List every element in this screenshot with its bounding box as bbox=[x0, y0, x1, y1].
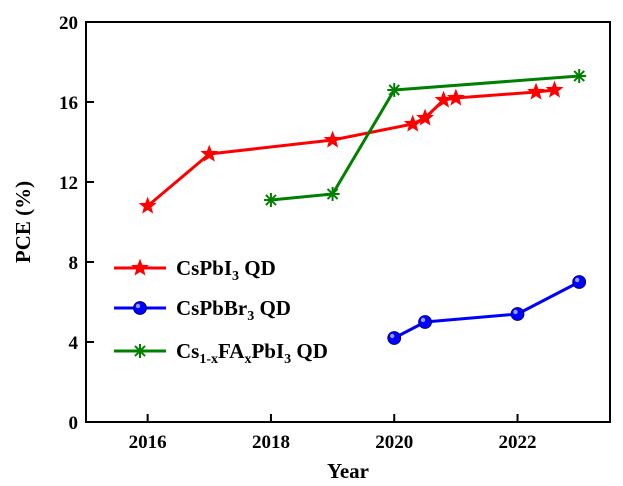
data-point-2-1 bbox=[325, 187, 340, 201]
y-tick-label: 16 bbox=[59, 93, 78, 114]
data-point-1-3-body bbox=[572, 275, 587, 289]
data-point-1-2-highlight bbox=[513, 309, 518, 315]
legend-label-part: FA bbox=[218, 339, 245, 363]
series-1 bbox=[387, 275, 587, 345]
series-layer bbox=[138, 69, 587, 345]
legend-marker-0 bbox=[131, 258, 149, 276]
data-point-1-1-highlight bbox=[420, 317, 426, 323]
legend-label-part: CsPbBr bbox=[176, 296, 247, 320]
series-2 bbox=[263, 69, 587, 207]
series-0 bbox=[138, 80, 564, 214]
data-point-1-0-highlight bbox=[390, 333, 395, 339]
y-axis-ticks: 0 4 8 12 16 20 bbox=[59, 13, 94, 434]
data-point-1-3 bbox=[572, 275, 587, 289]
legend-item-1: CsPbBr3 QD bbox=[114, 296, 291, 324]
legend-label-part: 3 bbox=[247, 309, 254, 324]
legend-label-part: CsPbI bbox=[176, 256, 232, 280]
data-point-0-8 bbox=[545, 80, 564, 98]
data-point-1-3-highlight bbox=[574, 277, 580, 283]
legend-item-0: CsPbI3 QD bbox=[114, 256, 276, 284]
data-point-0-3 bbox=[403, 114, 422, 132]
x-tick-label: 2018 bbox=[252, 432, 290, 453]
data-point-0-6 bbox=[446, 88, 465, 106]
series-line-1 bbox=[393, 280, 580, 340]
data-point-0-7 bbox=[527, 82, 545, 100]
y-axis-title: PCE (%) bbox=[11, 181, 35, 263]
data-point-0-0 bbox=[138, 196, 157, 214]
legend-label-part: 3 bbox=[232, 269, 239, 284]
legend-item-2: Cs1-xFAxPbI3 QD bbox=[114, 339, 328, 367]
data-point-2-2-stroke bbox=[388, 84, 400, 96]
x-tick-label: 2016 bbox=[129, 432, 167, 453]
data-point-2-3 bbox=[572, 69, 587, 83]
legend-label-part: 1-x bbox=[199, 352, 218, 367]
legend-label-2: Cs1-xFAxPbI3 QD bbox=[176, 339, 328, 367]
legend-label-1: CsPbBr3 QD bbox=[176, 296, 291, 324]
x-tick-label: 2020 bbox=[375, 432, 413, 453]
legend-label-part: QD bbox=[254, 296, 291, 320]
data-point-0-2 bbox=[323, 130, 342, 148]
legend-marker-1 bbox=[133, 301, 147, 315]
series-line-2 bbox=[270, 74, 580, 202]
y-tick-label: 12 bbox=[59, 173, 78, 194]
data-point-2-1-stroke bbox=[326, 188, 339, 200]
legend-label-part: Cs bbox=[176, 339, 199, 363]
data-point-0-4 bbox=[416, 108, 435, 126]
x-tick-label: 2022 bbox=[499, 432, 537, 453]
legend-marker-2 bbox=[133, 344, 147, 358]
data-point-1-2 bbox=[510, 307, 525, 321]
y-tick-label: 8 bbox=[69, 253, 79, 274]
data-point-2-3-stroke bbox=[573, 70, 585, 82]
y-tick-label: 4 bbox=[69, 333, 79, 354]
data-point-1-2-body bbox=[510, 307, 525, 321]
legend-label-part: 3 bbox=[284, 352, 291, 367]
data-point-1-1 bbox=[418, 315, 432, 329]
legend-label-part: QD bbox=[239, 256, 276, 280]
x-axis-ticks: 2016 2018 2020 2022 bbox=[129, 414, 537, 453]
data-point-1-0-body bbox=[387, 331, 402, 345]
data-point-1-1-body bbox=[418, 315, 432, 329]
y-tick-label: 20 bbox=[59, 13, 78, 34]
data-point-0-1 bbox=[200, 144, 219, 162]
y-tick-label: 0 bbox=[69, 413, 79, 434]
legend-marker-2-stroke bbox=[134, 345, 146, 357]
x-axis-title: Year bbox=[327, 459, 369, 483]
data-point-2-0-stroke bbox=[265, 194, 277, 206]
data-point-2-0 bbox=[263, 193, 278, 207]
data-point-0-5 bbox=[434, 90, 453, 108]
data-point-2-2 bbox=[387, 83, 402, 97]
legend-marker-1-highlight bbox=[135, 303, 141, 309]
plot-frame bbox=[85, 21, 611, 423]
legend-label-part: PbI bbox=[251, 339, 284, 363]
legend-label-0: CsPbI3 QD bbox=[176, 256, 276, 284]
legend-marker-1-body bbox=[133, 301, 147, 315]
legend-label-part: QD bbox=[291, 339, 328, 363]
legend-label-part: x bbox=[244, 352, 251, 367]
data-point-1-0 bbox=[387, 331, 402, 345]
